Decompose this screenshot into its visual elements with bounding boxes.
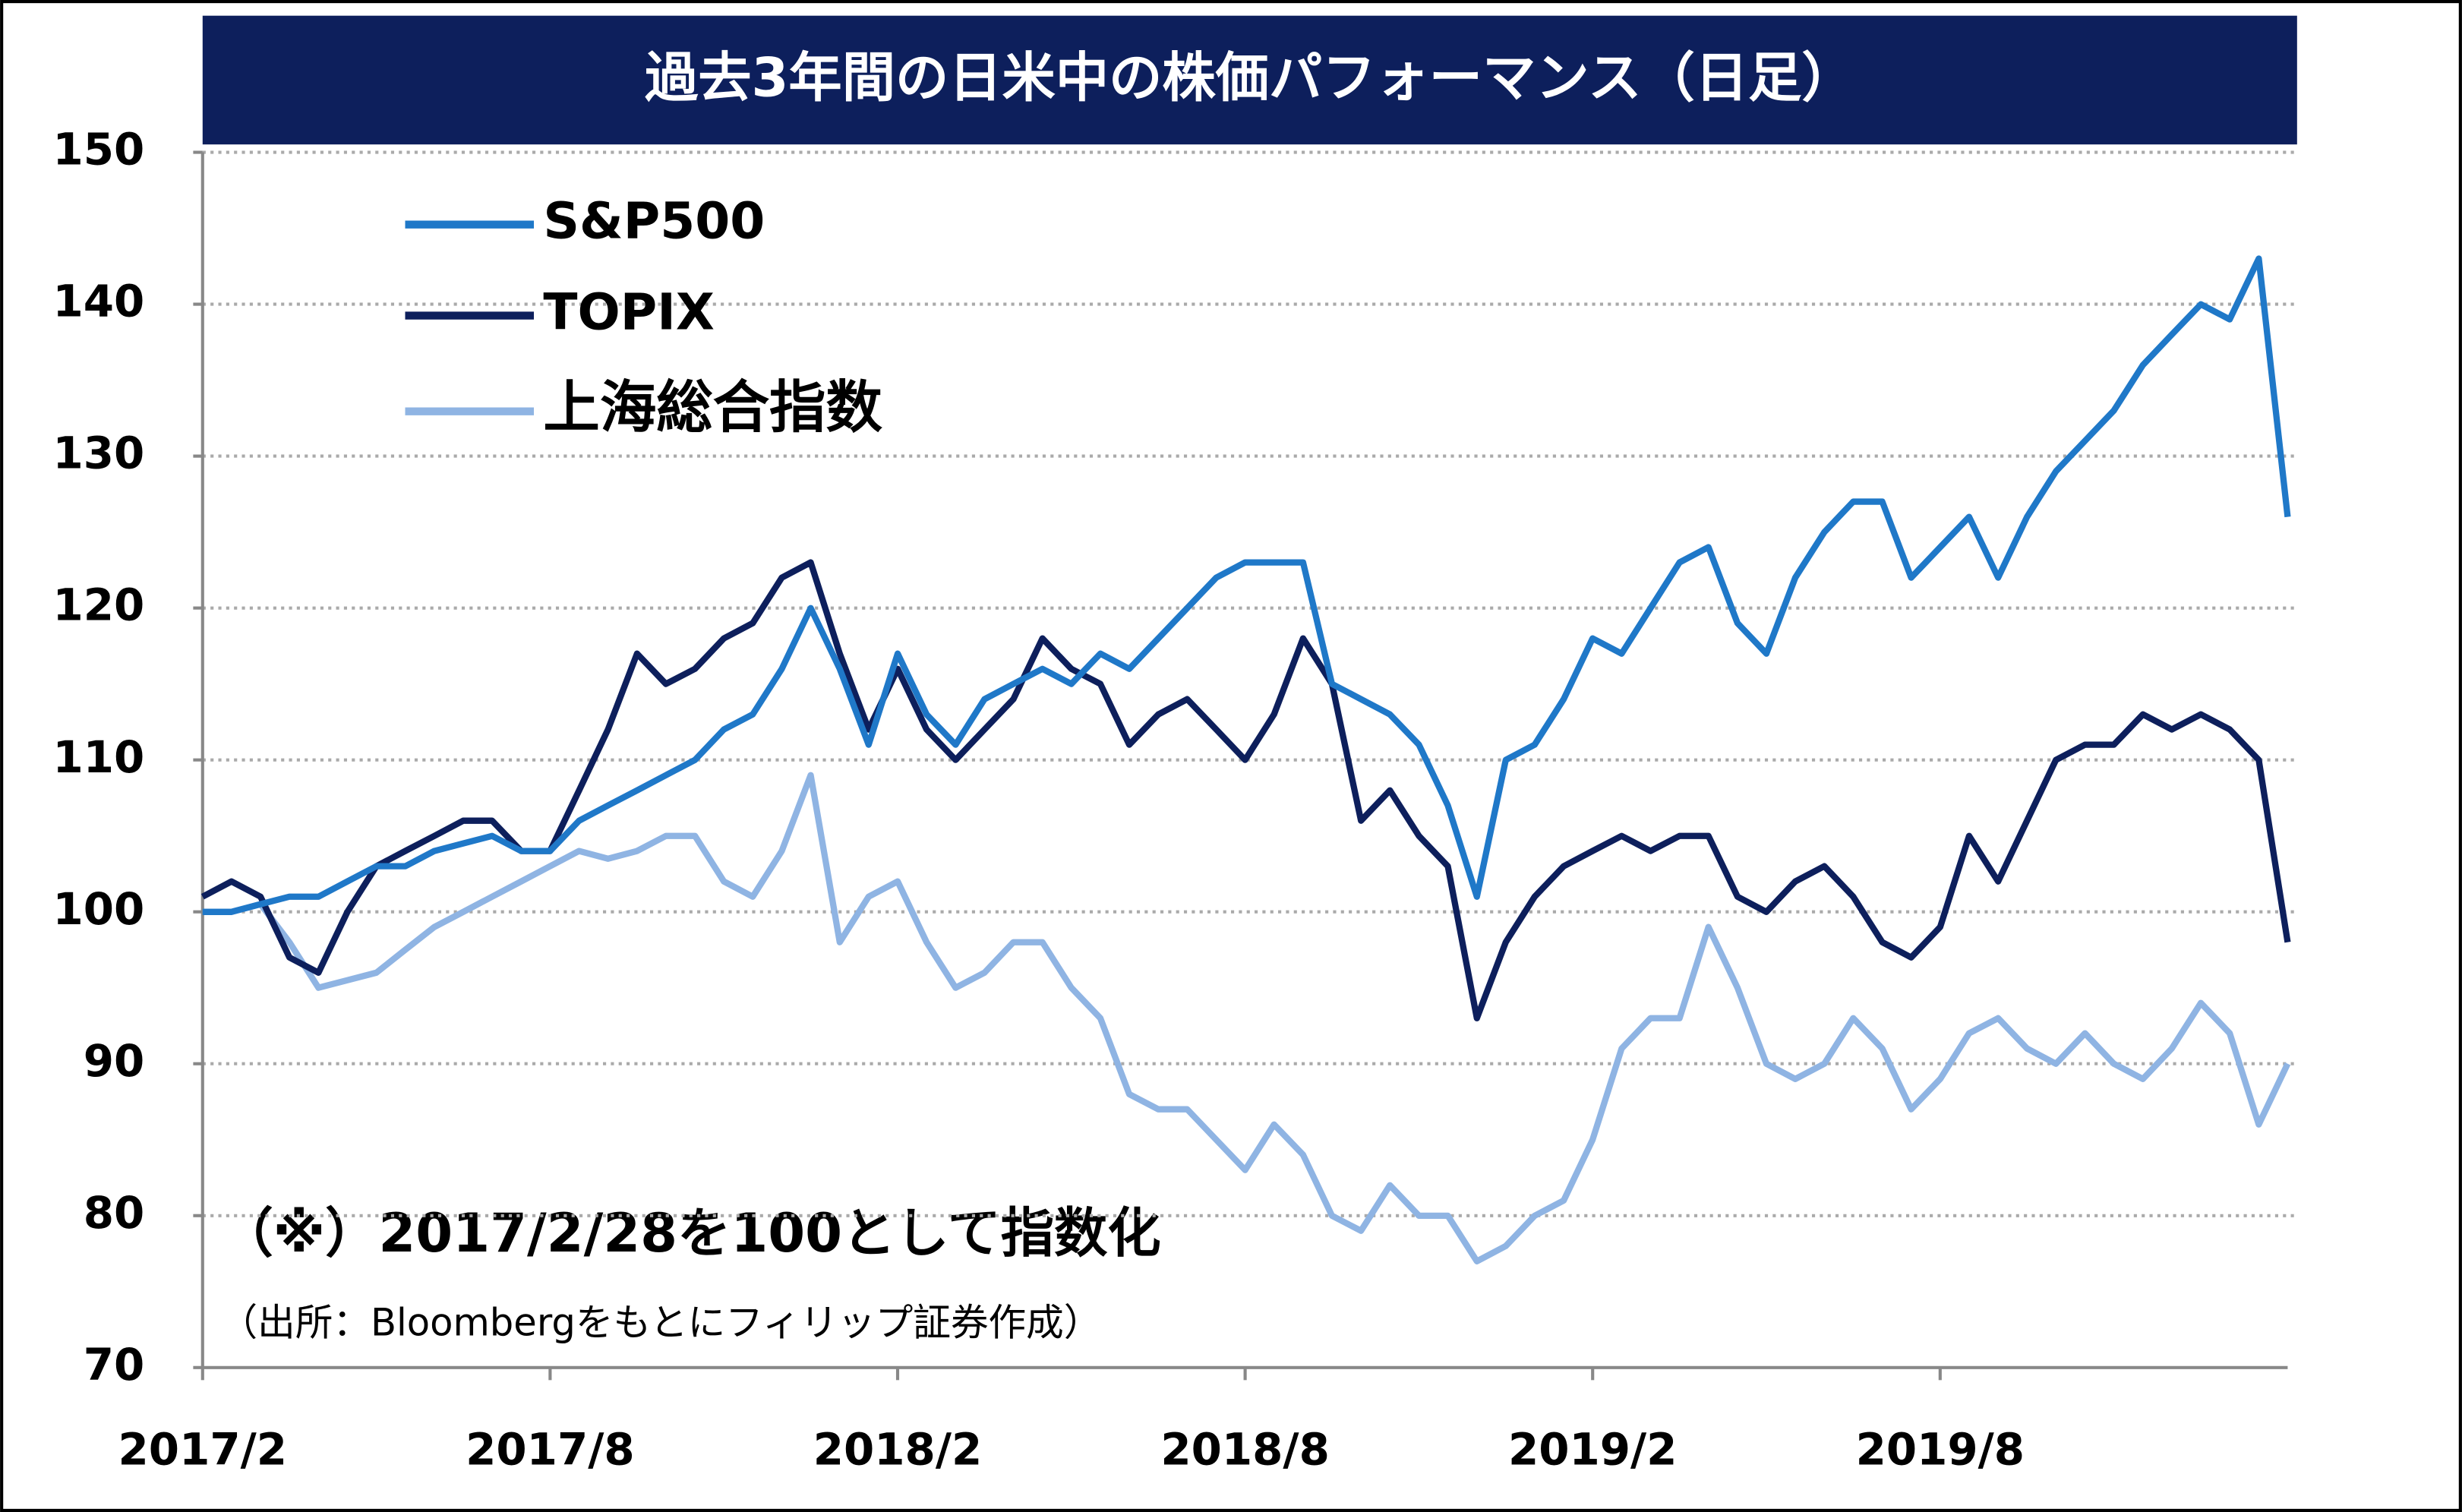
y-tick-label: 110: [52, 731, 144, 783]
legend-label: 上海総合指数: [543, 374, 882, 440]
x-tick-label: 2017/8: [466, 1424, 634, 1476]
x-tick-label: 2018/2: [813, 1424, 983, 1476]
note: （※）2017/2/28を100として指数化: [220, 1202, 1161, 1264]
x-tick-label: 2018/8: [1160, 1424, 1330, 1476]
y-tick-label: 90: [84, 1035, 145, 1087]
legend-label: TOPIX: [543, 283, 714, 342]
y-tick-label: 150: [52, 124, 144, 175]
series-line: [202, 255, 2291, 915]
series-line: [202, 772, 2291, 1264]
x-tick-label: 2019/2: [1508, 1424, 1678, 1476]
source: （出所：Bloombergをもとにフィリップ証券作成）: [220, 1300, 1102, 1344]
y-tick-label: 70: [84, 1339, 145, 1390]
title-box: [202, 15, 2297, 145]
chart-title: 過去3年間の日米中の株価パフォーマンス（日足）: [645, 47, 1855, 109]
y-tick-label: 130: [52, 428, 144, 479]
x-tick-label: 2019/8: [1856, 1424, 2025, 1476]
y-tick-label: 80: [84, 1187, 145, 1239]
y-tick-label: 100: [52, 883, 144, 935]
y-tick-label: 120: [52, 579, 144, 631]
x-tick-label: 2017/2: [118, 1424, 288, 1476]
legend-label: S&P500: [543, 192, 765, 251]
y-tick-label: 140: [52, 276, 144, 327]
